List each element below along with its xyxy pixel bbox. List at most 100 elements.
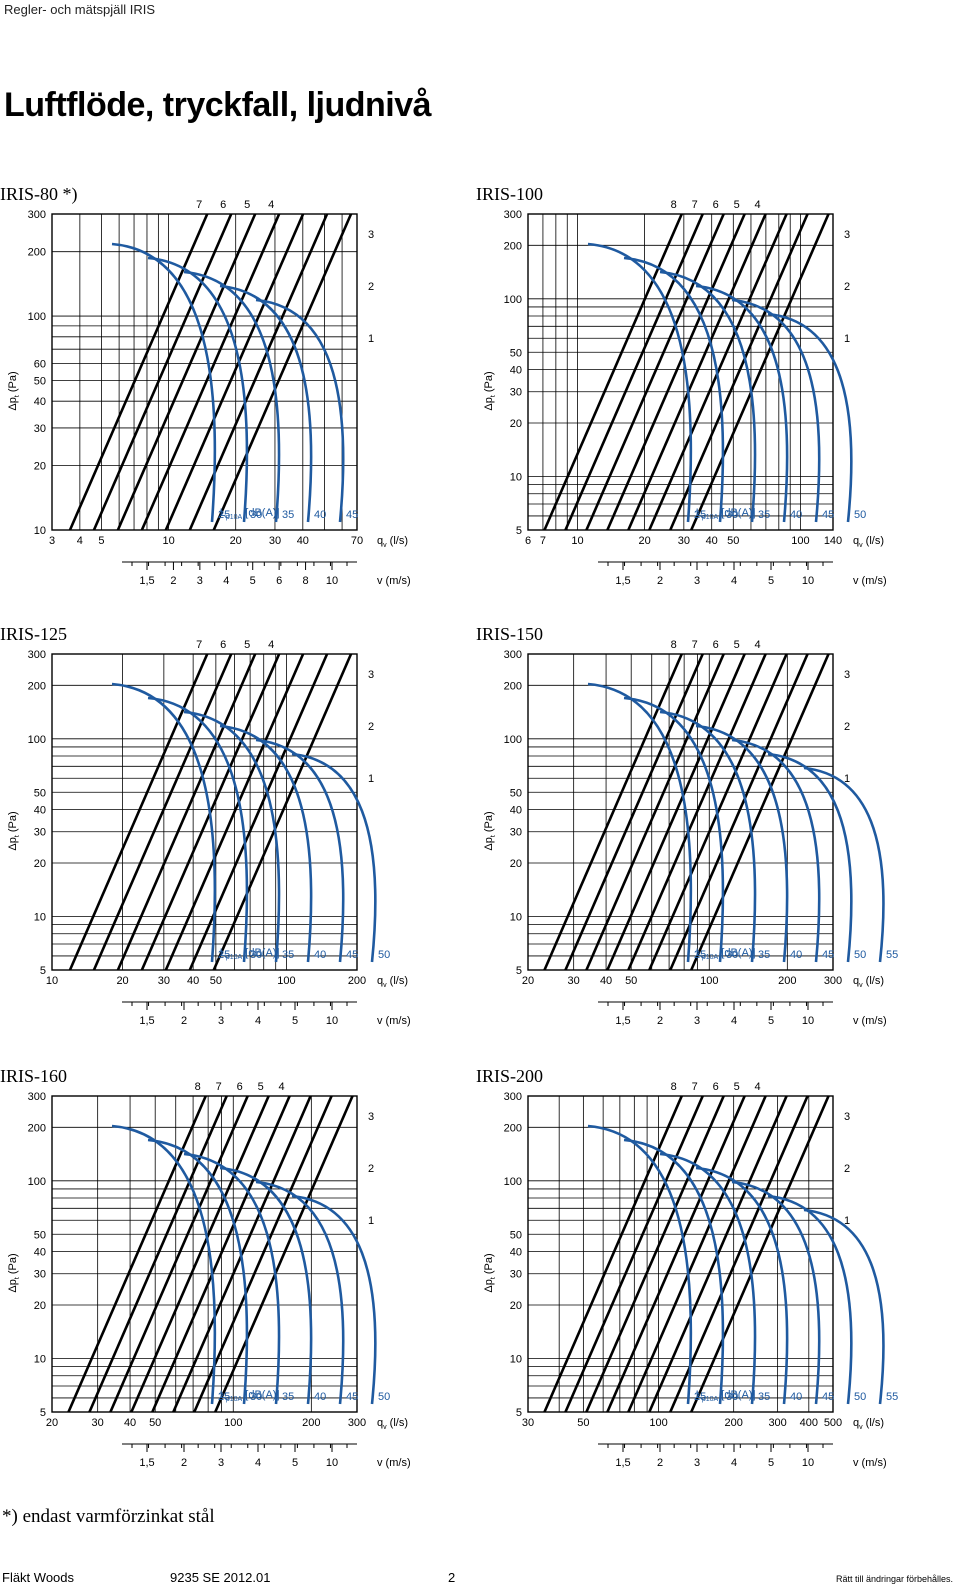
x-tick-label: 10 — [162, 535, 174, 547]
chart-title: IRIS-150 — [476, 624, 543, 644]
sound-level-label: 50 — [378, 1391, 390, 1403]
y-tick-label: 50 — [34, 1229, 46, 1241]
sound-level-label: 40 — [790, 949, 802, 961]
sound-level-curve — [659, 270, 757, 523]
velocity-tick-label: 1,5 — [615, 1457, 630, 1469]
footer-rights: Rätt till ändringar förbehålles. — [836, 1574, 954, 1584]
velocity-tick-label: 3 — [694, 1457, 700, 1469]
velocity-tick-label: 2 — [657, 1015, 663, 1027]
y-tick-label: 20 — [510, 418, 522, 430]
x-tick-label: 300 — [348, 1417, 366, 1429]
damper-position-line — [627, 653, 767, 971]
velocity-tick-label: 3 — [694, 1015, 700, 1027]
damper-position-line — [543, 1095, 683, 1413]
y-tick-label: 300 — [504, 209, 522, 221]
damper-position-label: 1 — [368, 333, 374, 345]
x-tick-label: 70 — [351, 535, 363, 547]
x-tick-label: 30 — [269, 535, 281, 547]
plot-frame — [51, 213, 358, 531]
damper-position-line — [164, 213, 305, 531]
damper-position-label: 4 — [755, 199, 761, 211]
damper-position-label: 8 — [195, 1081, 201, 1093]
sound-level-curve — [695, 724, 789, 963]
sound-level-curve — [767, 312, 853, 523]
sound-level-curve — [219, 724, 313, 963]
y-tick-label: 200 — [28, 1122, 46, 1134]
y-tick-label: 200 — [28, 247, 46, 259]
y-tick-label: 300 — [28, 209, 46, 221]
velocity-tick-label: 2 — [657, 1457, 663, 1469]
x-tick-label: 10 — [571, 535, 583, 547]
damper-position-line — [585, 213, 725, 531]
x-tick-label: 20 — [230, 535, 242, 547]
damper-position-label: 5 — [734, 1081, 740, 1093]
sound-level-label: 30 — [250, 949, 262, 961]
y-axis-label: Δpt (Pa) — [7, 811, 21, 850]
sound-level-curve — [111, 1124, 217, 1405]
x-axis-label-velocity: v (m/s) — [853, 1457, 887, 1469]
velocity-tick-label: 10 — [326, 575, 338, 587]
chart-panel-iris-80: IRIS-80 *) 300 200 100 60 50 40 30 20 10 3 4 5 10 20 3… — [0, 184, 470, 604]
x-tick-label: 40 — [124, 1417, 136, 1429]
y-tick-label: 30 — [510, 387, 522, 399]
sound-level-label: 45 — [822, 509, 834, 521]
damper-position-line — [109, 1095, 249, 1413]
x-axis-label-flow: qv (l/s) — [377, 535, 408, 549]
y-axis-label: Δpt (Pa) — [483, 371, 497, 410]
chart-panel-iris-150: IRIS-150 300 200 100 50 40 30 20 10 5 20 30 40 50 100… — [476, 624, 946, 1044]
damper-position-line — [585, 653, 725, 971]
damper-position-label: 7 — [216, 1081, 222, 1093]
damper-position-label: 2 — [844, 721, 850, 733]
sound-level-curve — [183, 270, 281, 523]
sound-level-curve — [183, 1152, 281, 1405]
damper-position-line — [151, 1095, 291, 1413]
x-axis-label-velocity: v (m/s) — [377, 575, 411, 587]
damper-position-line — [188, 653, 329, 971]
sound-level-label: 35 — [758, 1391, 770, 1403]
velocity-tick-label: 5 — [768, 1457, 774, 1469]
velocity-tick-label: 1,5 — [615, 1015, 630, 1027]
damper-position-label: 4 — [755, 1081, 761, 1093]
x-axis-label-flow: qv (l/s) — [853, 1417, 884, 1431]
x-tick-label: 200 — [302, 1417, 320, 1429]
y-tick-label: 30 — [34, 423, 46, 435]
y-tick-label: 30 — [34, 1269, 46, 1281]
y-tick-label: 40 — [34, 805, 46, 817]
damper-position-line — [627, 213, 767, 531]
chart-title: IRIS-125 — [0, 624, 67, 644]
y-tick-label: 5 — [40, 965, 46, 977]
damper-position-label: 4 — [279, 1081, 285, 1093]
sound-level-curve — [587, 1124, 693, 1405]
y-tick-label: 30 — [510, 1269, 522, 1281]
sound-level-curve — [291, 1194, 377, 1405]
sound-level-label: 45 — [346, 949, 358, 961]
sound-level-curve — [731, 738, 821, 963]
x-tick-label: 100 — [224, 1417, 242, 1429]
damper-position-label: 6 — [237, 1081, 243, 1093]
sound-level-curve — [695, 284, 789, 523]
velocity-tick-label: 5 — [768, 575, 774, 587]
x-tick-label: 50 — [577, 1417, 589, 1429]
y-tick-label: 200 — [504, 240, 522, 252]
damper-position-line — [67, 1095, 207, 1413]
velocity-tick-label: 10 — [802, 575, 814, 587]
sound-level-curve — [767, 752, 853, 963]
y-tick-label: 10 — [34, 912, 46, 924]
damper-position-line — [585, 1095, 725, 1413]
damper-position-label: 7 — [692, 199, 698, 211]
sound-level-curve — [623, 696, 725, 963]
y-tick-label: 50 — [510, 787, 522, 799]
damper-position-label: 7 — [196, 639, 202, 651]
y-axis-label: Δpt (Pa) — [7, 1253, 21, 1292]
velocity-tick-label: 6 — [276, 575, 282, 587]
velocity-tick-label: 5 — [250, 575, 256, 587]
sound-level-label: 40 — [314, 509, 326, 521]
damper-position-label: 2 — [368, 281, 374, 293]
damper-position-label: 4 — [755, 639, 761, 651]
sound-level-label: 25 — [218, 1391, 230, 1403]
damper-position-label: 3 — [844, 1111, 850, 1123]
damper-position-line — [669, 1095, 809, 1413]
damper-position-line — [606, 653, 746, 971]
